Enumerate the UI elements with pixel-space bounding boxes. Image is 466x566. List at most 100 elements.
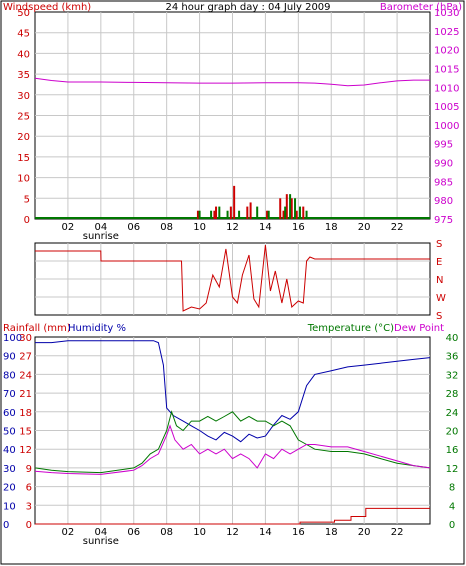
x-tick-label: 12 bbox=[226, 527, 239, 538]
direction-tick-label: N bbox=[436, 275, 443, 286]
x-tick-label: 18 bbox=[325, 222, 338, 233]
humidity-tick-label: 10 bbox=[3, 501, 16, 512]
barometer-tick-label: 995 bbox=[434, 140, 453, 151]
barometer-tick-label: 1015 bbox=[434, 64, 459, 75]
x-tick-label: 02 bbox=[62, 222, 75, 233]
wind-bar bbox=[305, 210, 308, 219]
wind-bar bbox=[196, 210, 199, 219]
x-tick-label: 22 bbox=[391, 527, 404, 538]
x-tick-label: 02 bbox=[62, 527, 75, 538]
direction-tick-label: S bbox=[436, 311, 442, 322]
temperature-tick-label: 12 bbox=[446, 464, 459, 475]
barometer-axis-label: Barometer (hPa) bbox=[380, 2, 462, 13]
sunrise-marker: sunrise bbox=[83, 536, 119, 547]
windspeed-tick-label: 35 bbox=[17, 70, 30, 81]
windspeed-tick-label: 25 bbox=[17, 112, 30, 123]
x-tick-label: 18 bbox=[325, 527, 338, 538]
barometer-tick-label: 1005 bbox=[434, 102, 459, 113]
direction-tick-label: S bbox=[436, 239, 442, 250]
rainfall-axis-label: Rainfall (mm) bbox=[3, 323, 71, 334]
temperature-tick-label: 16 bbox=[446, 445, 459, 456]
windspeed-tick-label: 45 bbox=[17, 29, 30, 40]
windspeed-tick-label: 10 bbox=[17, 174, 30, 185]
wind-bar bbox=[282, 210, 285, 219]
barometer-tick-label: 1030 bbox=[434, 8, 459, 19]
x-tick-label: 22 bbox=[391, 222, 404, 233]
x-tick-label: 12 bbox=[226, 222, 239, 233]
barometer-tick-label: 990 bbox=[434, 159, 453, 170]
x-tick-label: 04 bbox=[94, 527, 107, 538]
temperature-tick-label: 4 bbox=[449, 501, 455, 512]
rain-tick-label: 3 bbox=[26, 501, 32, 512]
wind-bar bbox=[294, 198, 297, 219]
rain-tick-label: 21 bbox=[19, 389, 32, 400]
barometer-tick-label: 1025 bbox=[434, 27, 459, 38]
direction-tick-label: W bbox=[436, 293, 446, 304]
x-tick-label: 06 bbox=[127, 222, 140, 233]
humidity-tick-label: 50 bbox=[3, 427, 16, 438]
windspeed-tick-label: 40 bbox=[17, 49, 30, 60]
sunrise-marker: sunrise bbox=[83, 231, 119, 242]
rain-tick-label: 15 bbox=[19, 427, 32, 438]
humidity-tick-label: 100 bbox=[3, 333, 22, 344]
rain-tick-label: 27 bbox=[19, 352, 32, 363]
x-tick-label: 10 bbox=[193, 527, 206, 538]
windspeed-tick-label: 20 bbox=[17, 132, 30, 143]
wind-bar bbox=[290, 198, 293, 219]
x-tick-label: 08 bbox=[160, 527, 173, 538]
rain-tick-label: 9 bbox=[26, 464, 32, 475]
temperature-line bbox=[34, 410, 431, 474]
temperature-tick-label: 24 bbox=[446, 408, 459, 419]
humidity-tick-label: 40 bbox=[3, 445, 16, 456]
humidity-tick-label: 30 bbox=[3, 464, 16, 475]
humidity-tick-label: 70 bbox=[3, 389, 16, 400]
humidity-tick-label: 80 bbox=[3, 370, 16, 381]
rain-tick-label: 6 bbox=[26, 483, 32, 494]
wind-bar bbox=[249, 202, 252, 219]
x-tick-label: 20 bbox=[358, 527, 371, 538]
windspeed-tick-label: 50 bbox=[17, 8, 30, 19]
wind-direction-line bbox=[35, 244, 430, 312]
x-tick-label: 16 bbox=[292, 222, 305, 233]
barometer-tick-label: 975 bbox=[434, 215, 453, 226]
wind-bar bbox=[210, 210, 213, 219]
humidity-tick-label: 20 bbox=[3, 483, 16, 494]
humidity-tick-label: 60 bbox=[3, 408, 16, 419]
rain-tick-label: 24 bbox=[19, 370, 32, 381]
dewpoint-line bbox=[34, 424, 431, 475]
barometer-tick-label: 1020 bbox=[434, 46, 459, 57]
temperature-tick-label: 32 bbox=[446, 370, 459, 381]
wind-bar bbox=[246, 206, 249, 219]
temperature-tick-label: 20 bbox=[446, 427, 459, 438]
wind-bar bbox=[256, 206, 259, 219]
wind-bar bbox=[229, 206, 232, 219]
temperature-tick-label: 0 bbox=[449, 520, 455, 531]
wind-bar bbox=[233, 185, 236, 219]
barometer-tick-label: 980 bbox=[434, 196, 453, 207]
rain-tick-label: 18 bbox=[19, 408, 32, 419]
wind-bar bbox=[198, 210, 201, 219]
chart-title: 24 hour graph day : 04 July 2009 bbox=[165, 2, 330, 13]
wind-bar bbox=[267, 210, 270, 219]
barometer-tick-label: 1010 bbox=[434, 83, 459, 94]
humidity-axis-label: Humidity % bbox=[68, 323, 126, 334]
windspeed-axis-label: Windspeed (kmh) bbox=[3, 2, 91, 13]
temperature-tick-label: 28 bbox=[446, 389, 459, 400]
wind-bar bbox=[295, 210, 298, 219]
x-tick-label: 10 bbox=[193, 222, 206, 233]
x-tick-label: 14 bbox=[259, 527, 272, 538]
humidity-tick-label: 90 bbox=[3, 352, 16, 363]
x-tick-label: 08 bbox=[160, 222, 173, 233]
windspeed-tick-label: 5 bbox=[24, 194, 30, 205]
windspeed-tick-label: 0 bbox=[24, 215, 30, 226]
x-tick-label: 14 bbox=[259, 222, 272, 233]
wind-bar bbox=[218, 206, 221, 219]
dewpoint-axis-label: Dew Point bbox=[394, 323, 444, 334]
x-tick-label: 06 bbox=[127, 527, 140, 538]
temperature-tick-label: 36 bbox=[446, 352, 459, 363]
barometer-tick-label: 985 bbox=[434, 177, 453, 188]
x-tick-label: 20 bbox=[358, 222, 371, 233]
humidity-tick-label: 0 bbox=[3, 520, 9, 531]
